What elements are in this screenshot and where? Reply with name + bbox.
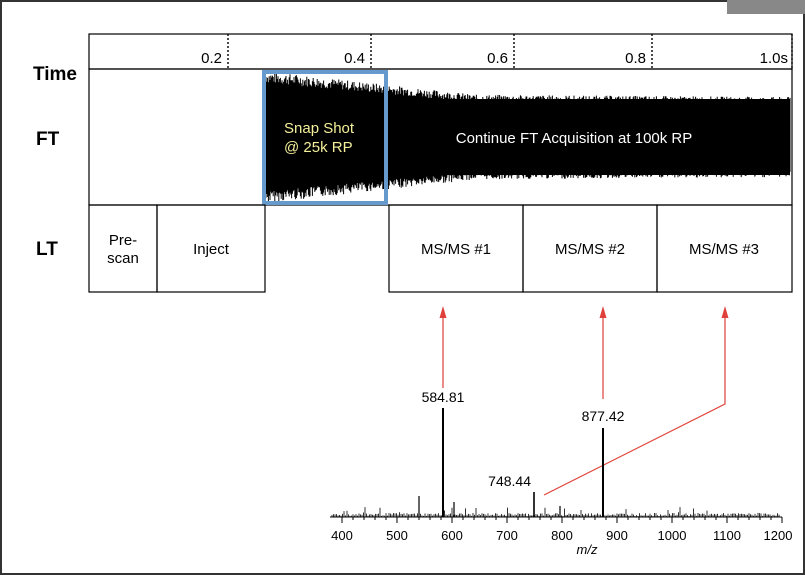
snapshot-label: Snap Shot — [284, 120, 355, 137]
inject-label: Inject — [193, 241, 230, 258]
time-tick-label: 0.2 — [201, 50, 222, 67]
msms3-label: MS/MS #3 — [689, 241, 759, 258]
axis-tick-label: 1000 — [658, 528, 687, 543]
arrow-head — [721, 306, 729, 318]
snapshot-highlight-box — [262, 70, 388, 205]
axis-tick-label: 1100 — [713, 528, 741, 543]
time-tick-label: 0.6 — [487, 50, 508, 67]
axis-tick-label: 700 — [496, 528, 518, 543]
msms2-label: MS/MS #2 — [555, 241, 625, 258]
row-label-lt: LT — [36, 239, 58, 260]
lt-row: Pre- scan Inject MS/MS #1 MS/MS #2 MS/MS… — [88, 204, 793, 293]
ft-waveform-core — [266, 99, 790, 175]
precursor-arrows — [439, 306, 729, 496]
corner-tab — [727, 0, 805, 14]
prescan-label: Pre- — [109, 232, 137, 249]
axis-tick-label: 900 — [606, 528, 628, 543]
row-label-time: Time — [33, 64, 77, 85]
axis-tick-label: 1200 — [764, 528, 793, 543]
inject-box — [156, 204, 266, 293]
spectrum-noise — [331, 507, 780, 517]
spectrum-axis-ticks — [341, 517, 783, 523]
time-tick-label: 0.8 — [625, 50, 646, 67]
prescan-label: scan — [107, 250, 139, 267]
msms3-box — [656, 204, 793, 293]
mass-spectrum: 584.81 877.42 748.44 400 500 600 700 800… — [330, 389, 792, 557]
axis-tick-label: 500 — [386, 528, 408, 543]
peak-label-877: 877.42 — [582, 408, 625, 424]
time-tick-label: 0.4 — [344, 50, 365, 67]
arrow-748-to-msms3 — [543, 316, 726, 496]
time-tick-label: 1.0s — [760, 50, 788, 67]
ft-row: Snap Shot @ 25k RP Continue FT Acquisiti… — [88, 68, 793, 206]
axis-tick-label: 400 — [331, 528, 353, 543]
msms1-label: MS/MS #1 — [421, 241, 491, 258]
noise-peaks — [331, 507, 780, 517]
axis-tick-label: 600 — [441, 528, 463, 543]
axis-title-mz: m/z — [577, 542, 598, 557]
peak-label-584: 584.81 — [422, 389, 465, 405]
row-label-ft: FT — [36, 129, 60, 150]
axis-tick-label: 800 — [551, 528, 573, 543]
continue-ft-label: Continue FT Acquisition at 100k RP — [456, 130, 693, 147]
arrow-head — [439, 306, 447, 318]
arrow-head — [599, 306, 607, 318]
ft-transient-signal — [265, 72, 791, 202]
snapshot-resolution-label: @ 25k RP — [284, 139, 353, 156]
peak-label-748: 748.44 — [488, 473, 531, 489]
